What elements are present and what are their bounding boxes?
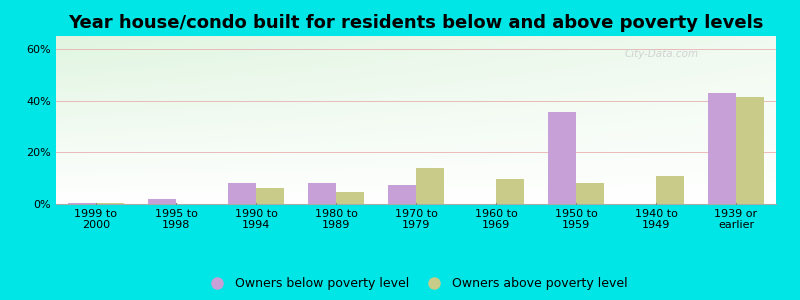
Bar	[308, 183, 336, 204]
Text: City-Data.com: City-Data.com	[625, 50, 699, 59]
Bar	[708, 93, 736, 204]
Title: Year house/condo built for residents below and above poverty levels: Year house/condo built for residents bel…	[68, 14, 764, 32]
Bar	[68, 203, 96, 204]
Bar	[336, 192, 364, 204]
Bar	[96, 203, 124, 204]
Legend: Owners below poverty level, Owners above poverty level: Owners below poverty level, Owners above…	[200, 272, 632, 295]
Bar	[656, 176, 684, 204]
Bar	[736, 97, 764, 204]
Bar	[548, 112, 576, 204]
Bar	[228, 183, 256, 204]
Bar	[388, 184, 416, 204]
Bar	[576, 183, 604, 204]
Bar	[496, 179, 524, 204]
Bar	[416, 168, 444, 204]
Bar	[256, 188, 284, 204]
Bar	[148, 199, 176, 204]
